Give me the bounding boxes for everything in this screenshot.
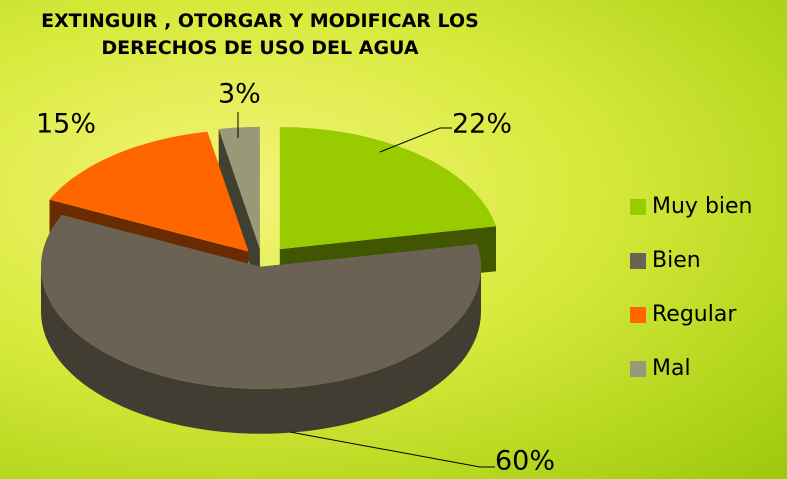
leader-line xyxy=(289,431,495,468)
legend-label: Regular xyxy=(652,302,737,327)
slice xyxy=(41,214,481,389)
leader-line xyxy=(379,127,452,153)
legend-label: Mal xyxy=(652,356,691,381)
slice xyxy=(218,126,260,249)
slice xyxy=(218,126,260,294)
slice-radial-face xyxy=(218,129,260,294)
data-label: 22% xyxy=(452,109,512,140)
legend-swatch xyxy=(630,361,646,377)
legend-label: Bien xyxy=(652,248,701,273)
legend-label: Muy bien xyxy=(652,194,753,219)
slice-side xyxy=(41,266,481,434)
legend-swatch xyxy=(630,307,646,323)
legend-swatch xyxy=(630,199,646,215)
legend-swatch xyxy=(630,253,646,269)
data-label: 3% xyxy=(218,79,261,110)
slice xyxy=(279,127,496,250)
slice xyxy=(49,131,249,252)
slice xyxy=(41,214,481,434)
data-label: 60% xyxy=(495,446,555,477)
chart-title: EXTINGUIR , OTORGAR Y MODIFICAR LOS DERE… xyxy=(41,10,479,59)
data-label: 15% xyxy=(36,109,96,140)
